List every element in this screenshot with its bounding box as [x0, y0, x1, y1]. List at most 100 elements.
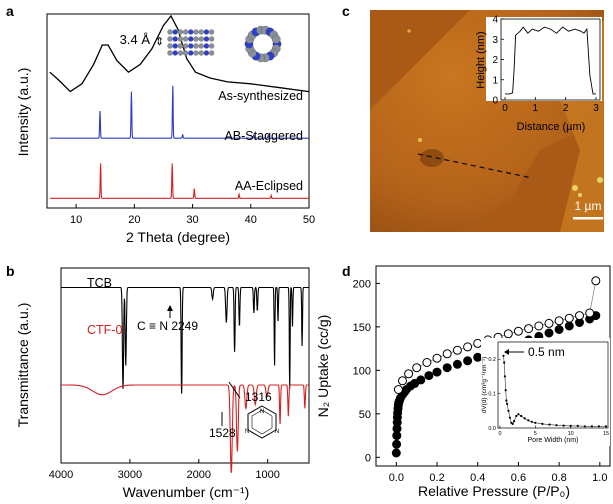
series-label-tcb: TCB	[87, 276, 112, 290]
x-tick-label-b: 3000	[118, 469, 142, 481]
series-label-ab-staggered: AB-Staggered	[224, 129, 303, 143]
psd-point	[504, 389, 507, 392]
psd-point	[541, 422, 544, 425]
inset-x-tick-label-c: 3	[593, 103, 599, 114]
atom-icon	[193, 36, 199, 42]
y-tick-label-d: 50	[359, 409, 371, 421]
inset-x-tick-label-d: 0	[498, 431, 501, 437]
panel-letter-a: a	[6, 3, 14, 19]
x-tick-label-a: 20	[128, 214, 140, 226]
adsorption-point	[432, 367, 442, 377]
nitrile-arrowhead-icon	[167, 305, 173, 311]
x-tick-label-b: 1000	[255, 469, 279, 481]
desorption-point	[554, 316, 564, 326]
triazine-n3-icon: N	[245, 429, 249, 435]
adsorption-point	[544, 328, 554, 338]
psd-point	[576, 424, 579, 427]
psd-point	[517, 413, 520, 416]
atom-icon	[182, 43, 189, 49]
inset-y-tick-label-d: 0.2	[488, 357, 496, 363]
panel-c: c 1 µm 0 1 2 3 0 1 2 3 4 Distance (µm) Height (n…	[342, 3, 604, 232]
x-axis-b: 4000 3000 2000 1000	[49, 459, 280, 481]
desorption-point	[503, 329, 513, 339]
psd-point	[503, 361, 506, 364]
series-line-as-synthesized	[49, 14, 310, 93]
atom-icon	[203, 36, 210, 42]
x-tick-label-d: 0.8	[551, 472, 566, 484]
inset-y-tick-label-c: 1	[492, 75, 498, 86]
series-label-ctf-0: CTF-0	[87, 323, 122, 337]
x-tick-label-d: 0.4	[470, 472, 485, 484]
psd-point	[506, 402, 509, 405]
series-label-aa-eclipsed: AA-Eclipsed	[235, 179, 303, 193]
stacked-layers-icon	[167, 29, 215, 56]
desorption-point	[393, 385, 403, 394]
psd-point	[513, 420, 516, 423]
atom-icon	[188, 29, 194, 35]
series-line-aa-eclipsed	[49, 163, 309, 199]
adsorption-point	[391, 448, 401, 458]
height-profile-line	[505, 26, 596, 95]
atom-icon	[167, 29, 173, 35]
panel-a: a 10 20 30 40 50 2 Theta (degree) Intensity …	[6, 3, 315, 245]
inset-background	[486, 17, 602, 101]
atom-icon	[177, 36, 184, 42]
atom-icon	[177, 50, 184, 56]
atom-icon	[198, 36, 204, 42]
atom-icon	[172, 43, 178, 49]
series-group-a	[49, 14, 310, 199]
scale-bar	[573, 217, 603, 220]
pore-size-arrowhead-icon	[504, 349, 509, 355]
atom-icon	[167, 36, 173, 42]
atom-icon	[203, 43, 210, 49]
atom-icon	[193, 50, 199, 56]
desorption-point	[463, 342, 473, 352]
inset-x-label-d: Pore Width (nm)	[528, 437, 579, 444]
x-axis-a: 10 20 30 40 50	[70, 204, 315, 226]
inset-x-tick-label-c: 0	[502, 103, 508, 114]
adsorption-point	[424, 371, 434, 381]
atom-icon	[177, 43, 184, 49]
y-tick-label-d: 0	[365, 452, 371, 464]
desorption-point	[544, 318, 554, 328]
atom-icon	[193, 43, 199, 49]
atom-icon	[172, 36, 178, 42]
x-tick-label-d: 0.2	[429, 472, 444, 484]
atom-icon	[208, 43, 215, 49]
psd-point	[505, 399, 508, 402]
psd-point	[562, 424, 565, 427]
x-tick-label-d: 1.0	[592, 472, 607, 484]
atom-icon	[167, 43, 173, 49]
psd-point	[604, 425, 608, 428]
peak-label-1316: 1316	[245, 390, 272, 404]
x-tick-label-a: 30	[186, 214, 198, 226]
series-line-tcb	[61, 286, 309, 394]
psd-point	[583, 425, 586, 428]
pore-size-annotation: 0.5 nm	[528, 345, 565, 359]
psd-point	[555, 424, 558, 427]
psd-point	[534, 421, 537, 424]
atom-icon	[193, 29, 199, 35]
plot-frame-b	[60, 267, 310, 464]
inset-y-tick-label-d: 0.0	[488, 426, 496, 432]
atom-icon	[182, 29, 189, 35]
desorption-point	[404, 369, 414, 379]
series-line-ab-staggered	[49, 85, 309, 139]
y-axis-label-a: Intensity (a.u.)	[15, 68, 31, 157]
height-profile-inset: 0 1 2 3 0 1 2 3 4 Distance (µm) Height (nm)	[475, 15, 602, 133]
desorption-point	[398, 376, 407, 386]
x-tick-label-a: 10	[70, 214, 82, 226]
atom-icon	[198, 29, 204, 35]
line-profile-path	[417, 153, 533, 179]
x-tick-label-b: 2000	[187, 469, 211, 481]
atom-icon	[188, 36, 194, 42]
inset-y-tick-label-c: 0	[492, 96, 498, 107]
pore-ring-icon	[244, 25, 282, 63]
x-tick-label-a: 50	[303, 214, 315, 226]
psd-point	[548, 423, 551, 426]
desorption-point	[564, 313, 574, 323]
desorption-point	[513, 326, 523, 336]
